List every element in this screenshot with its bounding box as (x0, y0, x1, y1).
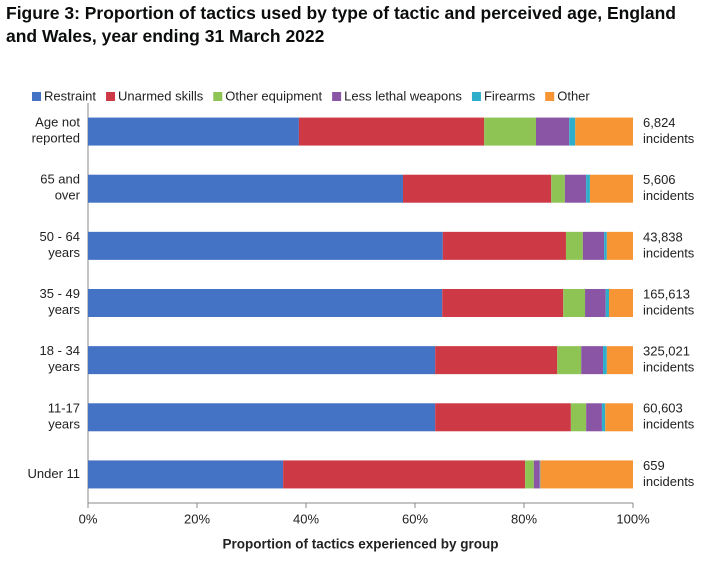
bar-segment (283, 460, 526, 489)
bar-segment (540, 460, 633, 489)
bar-segment (604, 231, 607, 260)
bar-segment (435, 346, 558, 375)
annotation: 659 (643, 458, 665, 473)
bar-segment (581, 346, 604, 375)
y-tick-line: years (45, 302, 81, 317)
y-tick-label: 50 - 64 years (40, 229, 81, 260)
bar-segment (435, 403, 571, 432)
bar-segment (565, 231, 583, 260)
bar-segment (525, 460, 534, 489)
bar-segment (484, 117, 536, 146)
bar-segment (88, 117, 299, 146)
bar-segment (605, 289, 610, 317)
bar-segment (582, 231, 605, 260)
bar-segment (442, 231, 566, 260)
x-tick-label: 80% (511, 511, 537, 526)
bar-segment (403, 174, 552, 203)
bar-segment (586, 174, 590, 203)
y-tick-label: 18 - 34 years (40, 344, 81, 375)
legend-swatch (332, 92, 342, 101)
annotation: incidents (643, 245, 695, 260)
y-tick-label: 11-17 years (45, 401, 81, 432)
bar-segment (535, 117, 570, 146)
legend-swatch (471, 92, 481, 101)
y-tick-label: 65 and over (40, 172, 80, 203)
annotation: 165,613 (643, 286, 690, 301)
bar-segment (564, 174, 587, 203)
bar-segment (298, 117, 485, 146)
bar-segment (606, 346, 633, 375)
legend-swatch (106, 92, 116, 101)
x-tick-label: 20% (184, 511, 210, 526)
bar-segment (585, 289, 606, 317)
legend-label: Other equipment (225, 88, 322, 103)
annotation: 60,603 (643, 401, 683, 416)
y-tick-line: 50 - 64 (40, 229, 80, 244)
x-tick-label: 0% (79, 511, 98, 526)
y-tick-line: 18 - 34 (40, 344, 80, 359)
bar-segment (88, 403, 436, 432)
annotation: incidents (643, 131, 695, 146)
annotation: 43,838 (643, 229, 683, 244)
y-tick-line: years (45, 417, 81, 432)
bar-segment (88, 346, 436, 375)
legend-label: Less lethal weapons (344, 88, 462, 103)
x-tick-label: 60% (402, 511, 428, 526)
bar-segment (539, 460, 541, 489)
bar-segment (88, 174, 404, 203)
bar-segment (575, 117, 633, 146)
annotation: 6,824 (643, 115, 676, 130)
y-tick-label: 35 - 49 years (40, 286, 81, 317)
bar-segment (603, 346, 607, 375)
y-tick-line: years (45, 245, 81, 260)
annotation: 325,021 (643, 344, 690, 359)
annotation: incidents (643, 474, 695, 489)
bar-segment (570, 403, 587, 432)
bar-segment (589, 174, 633, 203)
y-tick-line: over (51, 188, 81, 203)
y-tick-line: Age not (35, 115, 80, 130)
annotation: incidents (643, 188, 695, 203)
legend-label: Restraint (44, 88, 96, 103)
y-tick-line: years (45, 360, 81, 375)
legend-swatch (545, 92, 555, 101)
x-axis-title: Proportion of tactics experienced by gro… (222, 537, 498, 552)
bar-segment (551, 174, 565, 203)
chart-title: Figure 3: Proportion of tactics used by … (6, 3, 676, 46)
y-tick-line: reported (28, 131, 80, 146)
bar-segment (563, 289, 586, 317)
legend-swatch (213, 92, 223, 101)
bar-segment (609, 289, 633, 317)
bar-segment (88, 231, 443, 260)
bar-segment (88, 460, 284, 489)
x-tick-label: 100% (616, 511, 650, 526)
bar-segment (605, 403, 633, 432)
annotation: incidents (643, 417, 695, 432)
bar-segment (533, 460, 540, 489)
y-tick-label: Under 11 (27, 466, 80, 481)
y-tick-line: 65 and (40, 172, 80, 187)
bar-segment (586, 403, 602, 432)
annotation: 5,606 (643, 172, 676, 187)
bar-segment (606, 231, 633, 260)
bar-segment (601, 403, 606, 432)
bar-segment (88, 289, 443, 317)
legend-swatch (32, 92, 41, 101)
legend-label: Unarmed skills (118, 88, 204, 103)
bar-segment (557, 346, 582, 375)
bar-segment (442, 289, 564, 317)
x-tick-label: 40% (293, 511, 319, 526)
legend-label: Firearms (484, 88, 536, 103)
legend-label: Other (557, 88, 590, 103)
y-tick-line: 35 - 49 (40, 286, 80, 301)
y-tick-label: Age not reported (28, 115, 80, 146)
y-tick-line: 11-17 (48, 401, 80, 416)
annotation: incidents (643, 302, 695, 317)
bar-segment (569, 117, 576, 146)
annotation: incidents (643, 360, 695, 375)
